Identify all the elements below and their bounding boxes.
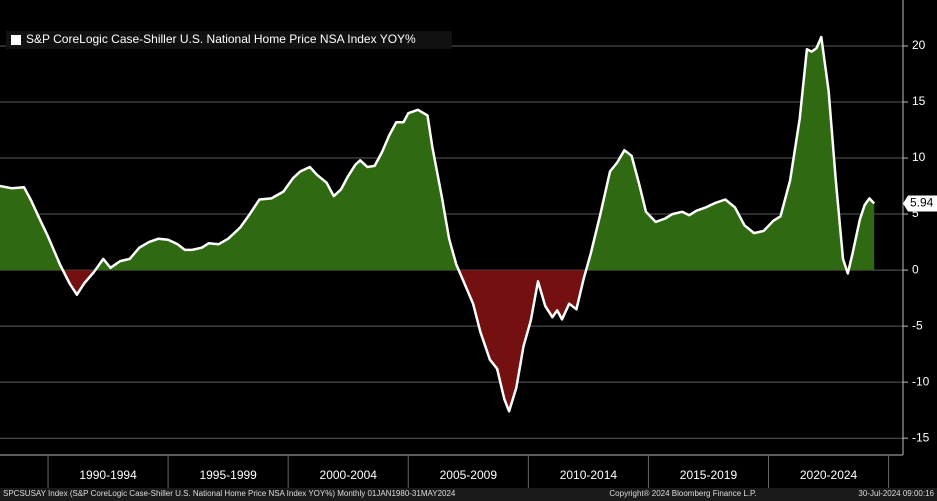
footer-bar <box>0 488 937 501</box>
x-tick-label: 1990-1994 <box>79 468 137 482</box>
last-value-box <box>903 195 937 212</box>
y-tick-label: 5 <box>912 206 919 220</box>
x-tick-label: 2020-2024 <box>800 468 858 482</box>
y-tick-label: -5 <box>912 318 923 332</box>
y-tick-label: 10 <box>912 150 926 164</box>
x-tick-label: 2005-2009 <box>440 468 498 482</box>
last-value-label: 5.94 <box>910 196 934 210</box>
line <box>0 35 876 413</box>
x-tick-label: 2015-2019 <box>680 468 738 482</box>
y-tick-label: 20 <box>912 38 926 52</box>
legend-box <box>6 31 452 49</box>
area-positive <box>0 37 875 271</box>
legend-label: S&P CoreLogic Case-Shiller U.S. National… <box>26 32 416 46</box>
x-tick-label: 2000-2004 <box>320 468 378 482</box>
y-tick-label: -10 <box>912 374 930 388</box>
x-tick-label: 1995-1999 <box>199 468 257 482</box>
y-tick-label: 0 <box>912 262 919 276</box>
x-tick-label: 2010-2014 <box>560 468 618 482</box>
footer-right: 30-Jul-2024 09:00:16 <box>858 489 934 498</box>
y-tick-label: -15 <box>912 430 930 444</box>
footer-left: SPCSUSAY Index (S&P CoreLogic Case-Shill… <box>3 489 456 498</box>
y-tick-label: 15 <box>912 94 926 108</box>
axes: 20 15 10 5 0 -5 -10 -15 1990-1994 1995-1999 2000-2… <box>47 38 937 488</box>
legend-swatch <box>11 35 21 45</box>
x-axis-band <box>0 455 903 488</box>
plot <box>0 35 876 413</box>
footer-center: Copyright® 2024 Bloomberg Finance L.P. <box>609 489 756 498</box>
